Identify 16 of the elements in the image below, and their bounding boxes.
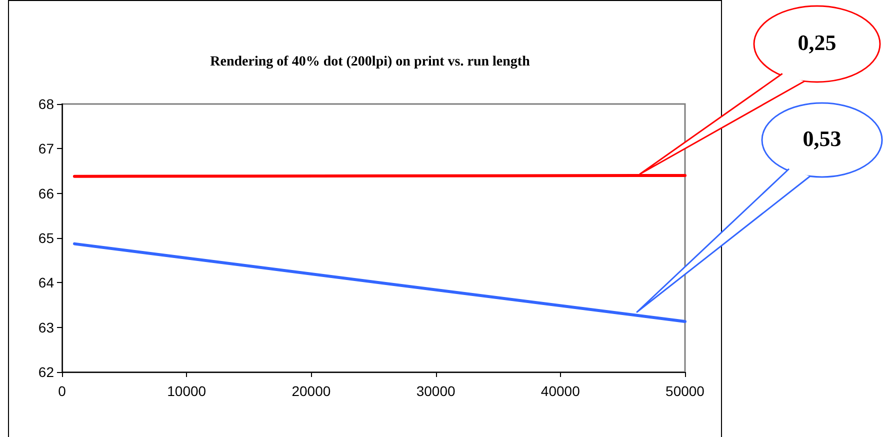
y-tick-label: 64 [38, 274, 54, 291]
y-tick-label: 66 [38, 185, 54, 202]
y-tick-label: 68 [38, 96, 54, 112]
x-tick-label: 0 [58, 383, 66, 399]
x-tick-label: 20000 [292, 383, 331, 399]
text: 0,25 [798, 30, 836, 56]
chart-title: Rendering of 40% dot (200lpi) on print vs. run length [210, 54, 530, 70]
y-tick-label: 63 [38, 319, 54, 336]
y-tick-label: 62 [38, 364, 54, 380]
y-tick-label: 67 [38, 140, 54, 157]
y-tick-label: 65 [38, 230, 54, 246]
x-tick-label: 10000 [167, 383, 206, 399]
x-tick-label: 50000 [666, 383, 705, 399]
x-tick-label: 30000 [416, 383, 456, 399]
text: 0,53 [802, 126, 842, 152]
x-tick-label: 40000 [540, 383, 580, 399]
